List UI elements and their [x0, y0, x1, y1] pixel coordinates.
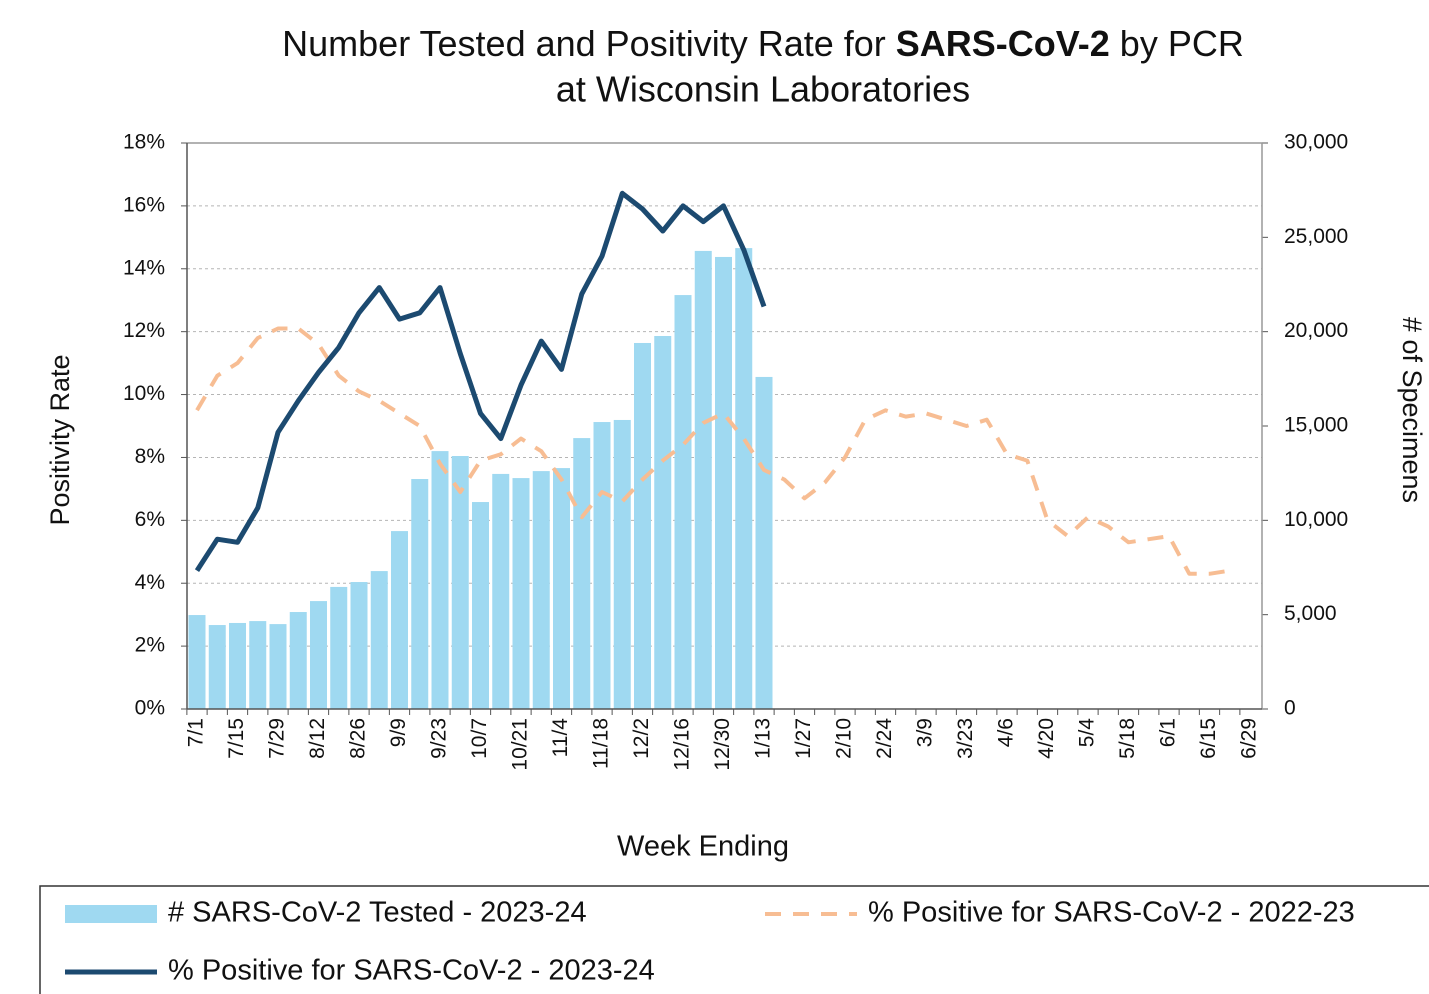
- x-tick-label: 6/29: [1238, 718, 1261, 759]
- y-tick-label: 14%: [123, 256, 165, 279]
- x-tick-label: 10/21: [509, 718, 532, 771]
- line: [195, 326, 1231, 576]
- x-tick-label: 6/15: [1197, 718, 1220, 759]
- x-tick-label: 3/23: [954, 718, 977, 759]
- bar: [330, 586, 348, 709]
- bar: [553, 468, 570, 709]
- legend-swatch: [65, 905, 157, 923]
- x-tick-label: 5/4: [1076, 718, 1099, 748]
- bar: [674, 295, 692, 709]
- y2-tick-label: 25,000: [1284, 225, 1348, 248]
- y-tick-label: 0%: [135, 697, 165, 720]
- x-tick-label: 12/30: [711, 718, 734, 771]
- y2-tick-label: 15,000: [1284, 414, 1348, 437]
- legend-box: [39, 885, 1429, 994]
- x-tick-label: 1/13: [752, 718, 775, 759]
- x-axis-label: Week Ending: [617, 831, 789, 863]
- line: [194, 190, 767, 572]
- y2-tick-label: 10,000: [1284, 508, 1348, 531]
- bar: [755, 376, 773, 709]
- x-tick-label: 11/4: [549, 718, 572, 758]
- bar: [654, 336, 672, 709]
- legend-label: # SARS-CoV-2 Tested - 2023-24: [168, 897, 587, 929]
- bar: [694, 250, 712, 709]
- legend-label: % Positive for SARS-CoV-2 - 2023-24: [168, 955, 655, 987]
- bar: [634, 342, 651, 709]
- x-tick-label: 9/23: [428, 718, 451, 759]
- bar: [593, 422, 611, 709]
- x-tick-label: 10/7: [468, 718, 491, 759]
- y-tick-label: 12%: [123, 319, 165, 342]
- x-tick-label: 12/2: [630, 718, 653, 759]
- x-tick-label: 9/9: [387, 718, 410, 747]
- bar: [188, 615, 206, 709]
- y2-axis-label: # of Specimens: [1397, 317, 1427, 503]
- y2-tick-label: 30,000: [1284, 131, 1348, 154]
- bar: [451, 455, 469, 709]
- x-tick-label: 3/9: [914, 718, 937, 747]
- x-tick-label: 4/20: [1035, 718, 1058, 759]
- bar: [370, 571, 388, 709]
- title-part: SARS-CoV-2: [896, 23, 1110, 64]
- bar: [492, 473, 510, 709]
- bar: [289, 612, 307, 709]
- chart-title: Number Tested and Positivity Rate for SA…: [282, 23, 1244, 64]
- y-tick-label: 16%: [123, 193, 165, 216]
- y2-tick-label: 0: [1284, 697, 1296, 720]
- y-tick-label: 4%: [135, 571, 165, 594]
- bar: [735, 248, 753, 709]
- x-tick-label: 7/1: [185, 718, 208, 747]
- x-tick-label: 11/18: [590, 718, 613, 769]
- legend-label: % Positive for SARS-CoV-2 - 2022-23: [868, 897, 1355, 929]
- title-part: Number Tested and Positivity Rate for: [282, 23, 896, 64]
- bar: [472, 502, 489, 709]
- x-tick-label: 4/6: [995, 718, 1018, 747]
- x-tick-label: 2/10: [833, 718, 856, 759]
- x-tick-label: 7/29: [266, 718, 289, 759]
- x-tick-label: 5/18: [1116, 718, 1139, 759]
- x-tick-label: 1/27: [792, 718, 815, 759]
- x-tick-label: 8/12: [306, 718, 329, 759]
- y-tick-label: 6%: [135, 508, 165, 531]
- bar: [350, 582, 368, 709]
- x-tick-label: 2/24: [873, 718, 896, 759]
- y2-tick-label: 5,000: [1284, 602, 1337, 625]
- bar: [269, 624, 287, 709]
- y2-tick-label: 20,000: [1284, 319, 1348, 342]
- y-tick-label: 10%: [123, 382, 165, 405]
- y-tick-label: 8%: [135, 445, 165, 468]
- x-tick-label: 8/26: [347, 718, 370, 759]
- bar: [229, 622, 246, 709]
- y-tick-label: 18%: [123, 131, 165, 154]
- bar: [431, 451, 449, 709]
- bar: [532, 471, 550, 709]
- bar: [411, 479, 429, 709]
- x-tick-label: 6/1: [1157, 718, 1180, 747]
- chart-title: at Wisconsin Laboratories: [556, 69, 970, 110]
- bar: [613, 419, 631, 709]
- bar: [512, 478, 530, 709]
- x-tick-label: 7/15: [225, 718, 248, 759]
- title-part: by PCR: [1110, 23, 1244, 64]
- x-tick-label: 12/16: [671, 718, 694, 771]
- bar: [208, 625, 226, 709]
- bar: [310, 601, 327, 709]
- bar: [391, 531, 408, 709]
- y-tick-label: 2%: [135, 634, 165, 657]
- bar: [715, 256, 732, 709]
- bar: [249, 621, 267, 709]
- y-axis-label: Positivity Rate: [45, 354, 75, 525]
- bar: [573, 438, 591, 709]
